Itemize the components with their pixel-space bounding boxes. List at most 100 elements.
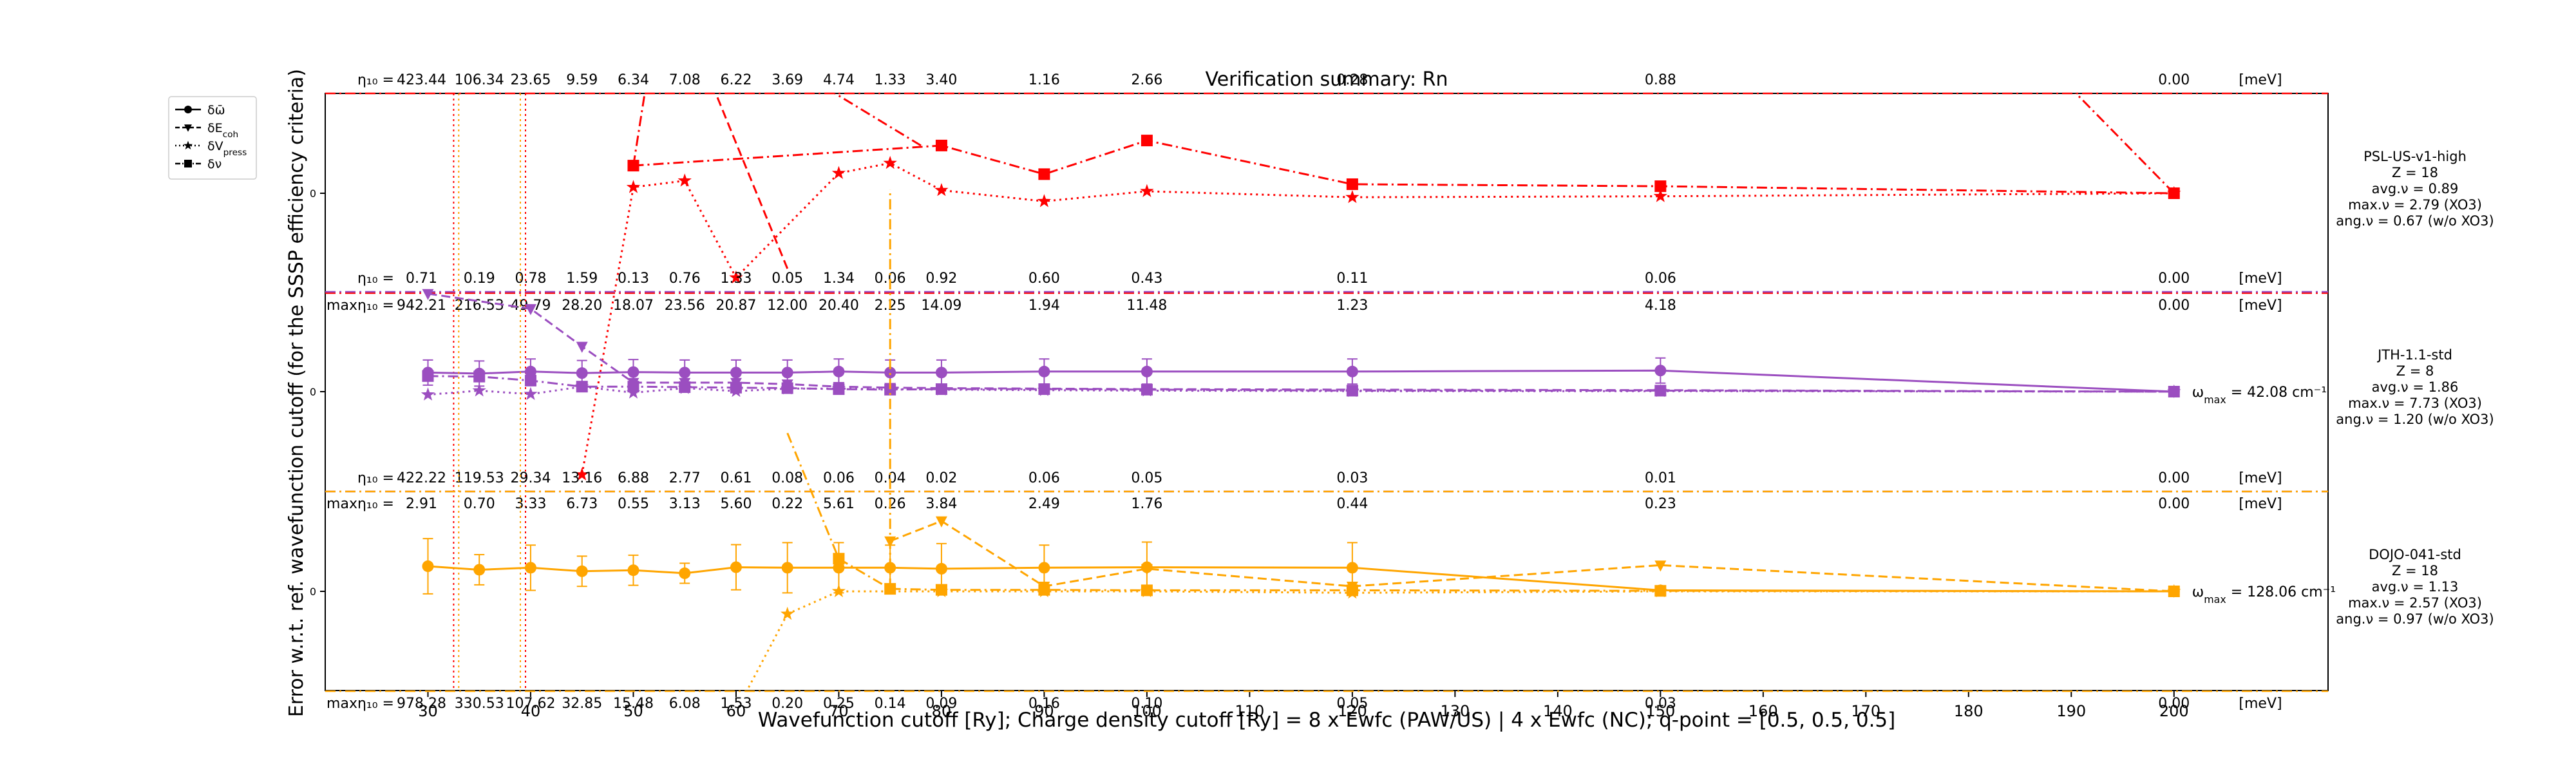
data-point-domega <box>730 561 742 573</box>
data-point-dnu <box>781 382 793 394</box>
y-zero-label: 0 <box>310 386 316 398</box>
steep-line-dnu_steep <box>2074 93 2175 195</box>
eta-value: 0.06 <box>1645 271 1676 287</box>
y-zero-label: 0 <box>310 187 316 200</box>
eta-value: 0.06 <box>823 470 855 486</box>
data-point-dnu <box>884 383 896 396</box>
data-point-domega <box>935 562 947 575</box>
eta-value: 0.61 <box>720 470 752 486</box>
data-point-dV_press <box>934 183 949 196</box>
data-point-domega <box>679 367 691 379</box>
max-eta-value: 0.00 <box>2158 696 2190 712</box>
unit-label: [meV] <box>2239 496 2282 512</box>
max-eta-value: 23.56 <box>665 298 705 314</box>
legend-marker <box>183 140 193 150</box>
data-point-dV_press <box>524 386 538 400</box>
data-point-dE_coh <box>1141 564 1153 575</box>
data-point-dnu <box>1141 135 1153 147</box>
data-point-dV_press <box>831 166 846 179</box>
pseudo-info-line: max.ν = 2.79 (XO3) <box>2348 197 2482 213</box>
data-point-dnu <box>1346 385 1358 397</box>
series-line-dnu <box>428 375 2174 393</box>
eta-value: 0.05 <box>1131 470 1162 486</box>
max-eta-value: 1.94 <box>1028 298 1060 314</box>
data-point-domega <box>884 367 896 379</box>
eta-prefix: η₁₀ = <box>357 271 394 287</box>
max-eta-value: 5.61 <box>823 496 855 512</box>
pseudo-info-line: avg.ν = 1.13 <box>2372 579 2459 595</box>
data-point-dV_press <box>781 606 795 620</box>
data-point-dV_press <box>1140 184 1154 197</box>
eta-value: 3.40 <box>925 72 957 88</box>
data-point-dV_press <box>626 180 641 193</box>
eta-value: 6.34 <box>618 72 649 88</box>
x-tick-label: 100 <box>1132 702 1162 720</box>
data-point-dnu <box>730 381 742 394</box>
data-point-dV_press <box>1345 190 1359 204</box>
eta-value: 6.22 <box>720 72 752 88</box>
series-group <box>453 93 2181 691</box>
x-axis-label: Wavefunction cutoff [Ry]; Charge density… <box>758 709 1896 732</box>
eta-value: 13.16 <box>562 470 602 486</box>
pseudo-info-line: JTH-1.1-std <box>2376 347 2452 363</box>
eta-value: 0.11 <box>1336 271 1368 287</box>
data-point-domega <box>1038 562 1050 574</box>
data-point-domega <box>833 365 845 377</box>
series-line-dnu <box>633 139 2174 195</box>
x-tick-label: 170 <box>1851 702 1880 720</box>
legend-marker <box>184 160 192 167</box>
series-line-dV_press <box>787 590 2174 615</box>
eta-value: 6.88 <box>618 470 649 486</box>
x-tick-label: 90 <box>1034 702 1054 720</box>
data-point-domega <box>1141 365 1153 377</box>
data-point-domega <box>935 367 947 379</box>
max-eta-value: 15.48 <box>613 696 654 712</box>
data-point-domega <box>627 366 639 378</box>
max-eta-value: 0.16 <box>1028 696 1060 712</box>
eta-value: 0.88 <box>1645 72 1676 88</box>
legend-label: δVpress <box>207 139 247 158</box>
max-eta-value: 0.03 <box>1645 696 1676 712</box>
max-eta-value: 18.07 <box>613 298 654 314</box>
max-eta-value: 3.84 <box>925 496 957 512</box>
max-eta-value: 216.53 <box>455 298 504 314</box>
x-tick-label: 180 <box>1954 702 1984 720</box>
max-eta-value: 4.18 <box>1645 298 1676 314</box>
x-tick-label: 30 <box>418 702 438 720</box>
data-point-dnu <box>935 584 947 596</box>
x-tick-label: 200 <box>2159 702 2189 720</box>
data-point-dE_coh <box>422 289 434 300</box>
max-eta-value: 1.76 <box>1131 496 1162 512</box>
pseudo-group-JTH-1.1-std: 0 η₁₀ = maxη₁₀ = 0.71 2.91 0.19 0.70 0.78 3.33 1.… <box>310 271 2494 512</box>
max-eta-value: 32.85 <box>562 696 602 712</box>
data-point-domega <box>627 564 639 577</box>
eta-value: 1.16 <box>1028 72 1060 88</box>
max-eta-value: 11.48 <box>1126 298 1167 314</box>
data-point-dV_press <box>677 173 692 187</box>
data-point-dnu <box>1654 385 1667 397</box>
pseudo-info-line: ang.ν = 0.67 (w/o XO3) <box>2336 213 2494 229</box>
max-eta-value: 978.28 <box>397 696 446 712</box>
pseudo-info-line: avg.ν = 0.89 <box>2372 181 2459 196</box>
data-point-dV_press <box>575 467 589 481</box>
max-eta-value: 1.53 <box>720 696 752 712</box>
eta-prefix: η₁₀ = <box>357 470 394 486</box>
eta-value: 0.05 <box>772 271 803 287</box>
eta-value: 0.60 <box>1028 271 1060 287</box>
max-eta-value: 0.00 <box>2158 298 2190 314</box>
eta-value: 119.53 <box>455 470 504 486</box>
data-point-dnu <box>833 383 845 396</box>
max-eta-value: 3.33 <box>515 496 546 512</box>
max-eta-value: 2.91 <box>406 496 437 512</box>
legend-box <box>168 96 257 180</box>
pseudo-info-line: ang.ν = 1.20 (w/o XO3) <box>2336 412 2494 427</box>
y-axis-label: Error w.r.t. ref. wavefunction cutoff (f… <box>285 69 308 717</box>
max-eta-value: 14.09 <box>921 298 961 314</box>
data-point-domega <box>679 567 691 579</box>
max-eta-value: 0.10 <box>1131 696 1162 712</box>
eta-value: 0.78 <box>515 271 546 287</box>
eta-value: 0.03 <box>1336 470 1368 486</box>
eta-value: 1.34 <box>823 271 855 287</box>
series-group <box>421 289 2181 401</box>
